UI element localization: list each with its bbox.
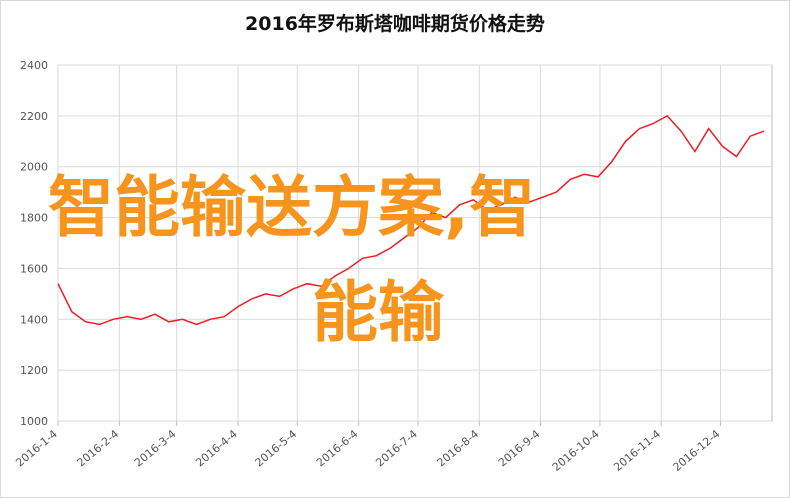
y-tick-label: 1200 [20,364,48,377]
watermark: 智能输送方案,智 [48,169,535,246]
y-tick-label: 2200 [20,110,48,123]
y-tick-label: 2400 [20,59,48,72]
y-tick-label: 2000 [20,161,48,174]
y-tick-label: 1600 [20,262,48,275]
y-tick-label: 1400 [20,313,48,326]
y-tick-label: 1800 [20,212,48,225]
watermark: 能输 [312,274,445,351]
chart-title: 2016年罗布斯塔咖啡期货价格走势 [245,12,545,35]
line-series [57,114,765,326]
y-tick-label: 1000 [20,415,48,428]
